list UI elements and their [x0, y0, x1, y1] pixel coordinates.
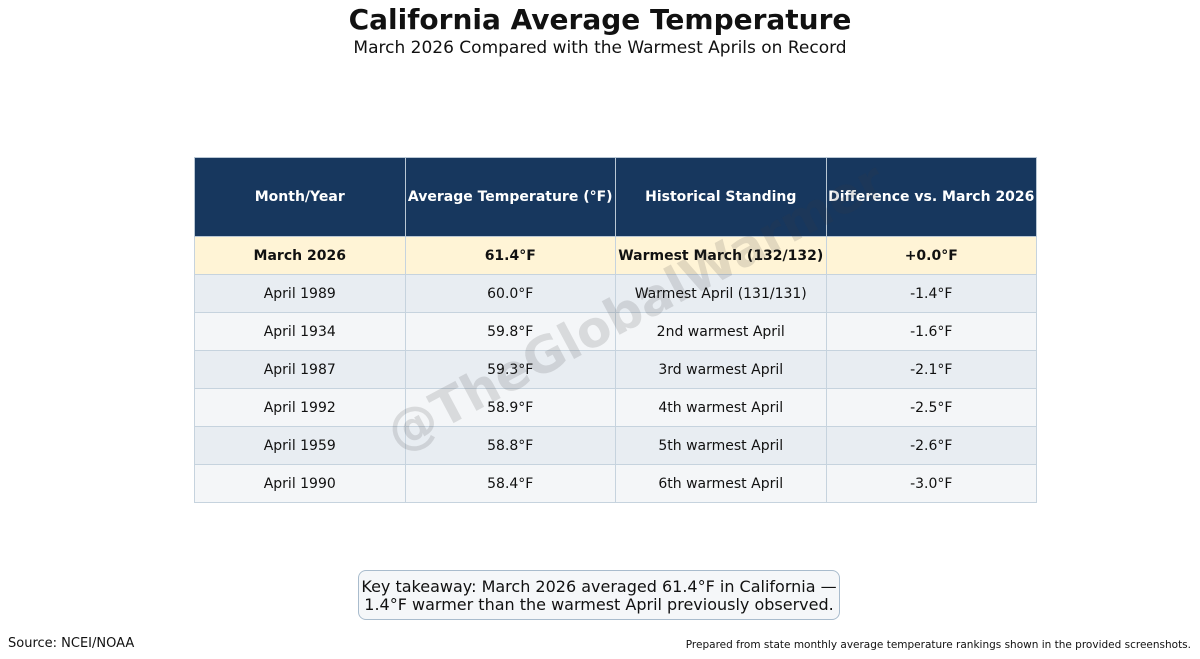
table-cell: Warmest March (132/132) [615, 236, 827, 275]
table-cell: 61.4°F [404, 236, 616, 275]
key-takeaway-box: Key takeaway: March 2026 averaged 61.4°F… [358, 570, 840, 620]
table-cell: 6th warmest April [615, 464, 827, 503]
table-cell: 5th warmest April [615, 426, 827, 465]
chart-subtitle: March 2026 Compared with the Warmest Apr… [353, 38, 847, 58]
table-row: April 1992 58.9°F 4th warmest April -2.5°F [194, 388, 1037, 427]
column-header: Average Temperature (°F) [404, 157, 616, 237]
table-cell: April 1992 [194, 388, 406, 427]
table-cell: 58.9°F [404, 388, 616, 427]
temperature-table: Month/Year Average Temperature (°F) Histor… [194, 157, 1037, 503]
table-cell: 3rd warmest April [615, 350, 827, 389]
table-cell: -1.4°F [825, 274, 1037, 313]
table-row: March 2026 61.4°F Warmest March (132/132) +… [194, 236, 1037, 275]
table-header: Month/Year Average Temperature (°F) Histor… [194, 157, 1037, 237]
prepared-note: Prepared from state monthly average temp… [685, 639, 1191, 651]
table-cell: April 1990 [194, 464, 406, 503]
table-cell: April 1989 [194, 274, 406, 313]
table-cell: +0.0°F [825, 236, 1037, 275]
table-cell: 58.8°F [404, 426, 616, 465]
table-cell: 2nd warmest April [615, 312, 827, 351]
column-header: Historical Standing [615, 157, 827, 237]
takeaway-line-1: Key takeaway: March 2026 averaged 61.4°F… [361, 577, 837, 596]
table-cell: March 2026 [194, 236, 406, 275]
table-cell: Warmest April (131/131) [615, 274, 827, 313]
table-cell: -2.5°F [825, 388, 1037, 427]
takeaway-line-2: 1.4°F warmer than the warmest April prev… [364, 595, 834, 614]
table-cell: 60.0°F [404, 274, 616, 313]
table-row: April 1989 60.0°F Warmest April (131/131) -… [194, 274, 1037, 313]
table-cell: 58.4°F [404, 464, 616, 503]
source-note: Source: NCEI/NOAA [8, 636, 135, 651]
column-header: Month/Year [194, 157, 406, 237]
table-cell: -2.6°F [825, 426, 1037, 465]
table-cell: -2.1°F [825, 350, 1037, 389]
table-cell: April 1934 [194, 312, 406, 351]
table-cell: April 1959 [194, 426, 406, 465]
header-row: Month/Year Average Temperature (°F) Histor… [194, 157, 1037, 237]
table-cell: 59.8°F [404, 312, 616, 351]
table-cell: 59.3°F [404, 350, 616, 389]
chart-title: California Average Temperature [348, 3, 852, 36]
table-cell: April 1987 [194, 350, 406, 389]
table-row: April 1934 59.8°F 2nd warmest April -1.6°F [194, 312, 1037, 351]
table-body: March 2026 61.4°F Warmest March (132/132) +… [194, 236, 1037, 503]
table-cell: -3.0°F [825, 464, 1037, 503]
table-row: April 1959 58.8°F 5th warmest April -2.6°F [194, 426, 1037, 465]
table-row: April 1990 58.4°F 6th warmest April -3.0°F [194, 464, 1037, 503]
column-header: Difference vs. March 2026 [825, 157, 1037, 237]
table-cell: 4th warmest April [615, 388, 827, 427]
table-row: April 1987 59.3°F 3rd warmest April -2.1°F [194, 350, 1037, 389]
table-cell: -1.6°F [825, 312, 1037, 351]
